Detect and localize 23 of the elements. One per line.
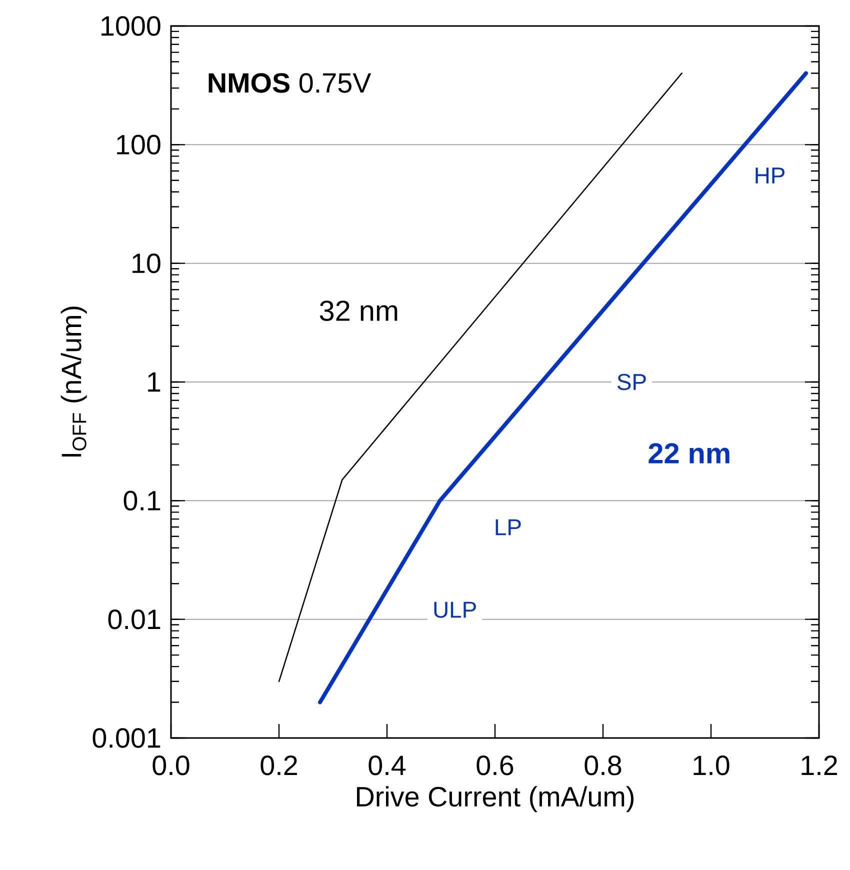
text: 32 nm — [320, 300, 398, 322]
annotation: HP — [756, 168, 784, 184]
annotation: LP — [496, 519, 521, 536]
y-tick-label: 0.1 — [124, 490, 160, 511]
y-tick-label: 1 — [148, 372, 160, 392]
y-tick-label: 0.01 — [108, 609, 160, 630]
x-tick-label: 0.2 — [260, 756, 297, 776]
annotation: SP — [617, 374, 646, 390]
y-axis-title: I$_{OFF}$ (nA/um) — [60, 306, 87, 457]
x-tick-label: 0.4 — [368, 756, 406, 776]
y-tick-label: 0.001 — [92, 728, 160, 748]
x-tick-label: 1.2 — [802, 756, 837, 775]
x-tick-label: 0.8 — [584, 756, 622, 776]
x-tick-label: 1.0 — [694, 756, 730, 776]
y-tick-label: 1000 — [102, 16, 160, 36]
x-axis-title: Drive Current (mA/um) — [357, 786, 634, 812]
x-tick-label: 0.0 — [152, 756, 190, 776]
annotation: NMOS 0.75V — [208, 73, 372, 93]
y-tick-label: 100 — [117, 134, 160, 155]
x-tick-label: 0.6 — [476, 756, 514, 776]
text: 22 nm — [648, 443, 730, 464]
y-tick-label: 10 — [132, 253, 160, 274]
annotation: ULP — [434, 602, 476, 618]
